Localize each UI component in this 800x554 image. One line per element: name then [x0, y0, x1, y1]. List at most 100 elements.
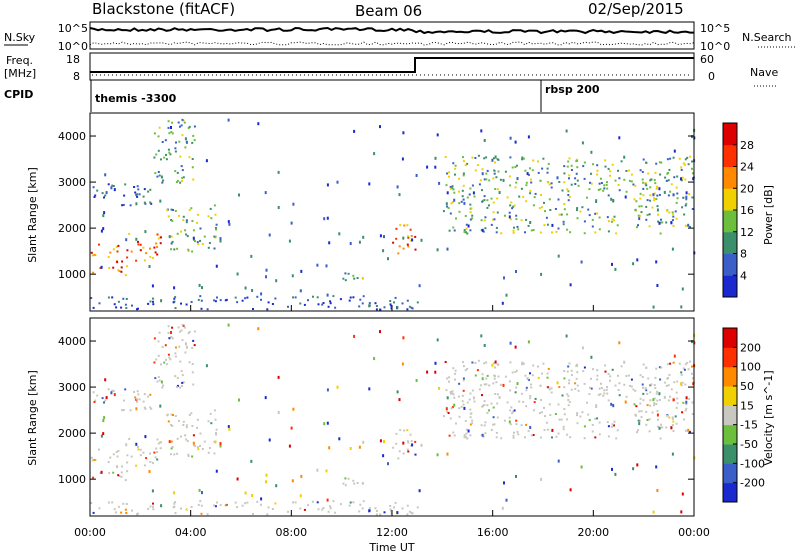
- velocity-cell: [494, 366, 496, 369]
- velocity-cell: [236, 477, 239, 481]
- power-cell: [673, 176, 676, 179]
- power-cell: [486, 199, 489, 202]
- velocity-cell: [596, 417, 599, 420]
- power-cell: [174, 147, 177, 150]
- power-cell: [634, 184, 637, 187]
- power-cell: [175, 141, 177, 144]
- velocity-cell: [581, 411, 584, 414]
- power-cell: [349, 242, 352, 245]
- power-cell: [682, 196, 685, 199]
- power-cell: [649, 194, 652, 197]
- power-cell: [672, 215, 675, 218]
- power-cell: [453, 198, 456, 202]
- power-cell: [154, 251, 157, 254]
- power-cell: [614, 267, 617, 271]
- velocity-cell: [368, 387, 371, 391]
- velocity-cell: [488, 384, 491, 387]
- power-cell: [90, 297, 93, 299]
- velocity-cell: [672, 398, 675, 402]
- power-cell: [336, 180, 339, 184]
- velocity-cell: [650, 383, 653, 386]
- y-tick-label: 2000: [58, 427, 86, 440]
- velocity-cell: [178, 345, 181, 348]
- velocity-cell: [168, 356, 171, 359]
- velocity-cell: [486, 404, 489, 407]
- velocity-cell: [103, 416, 106, 420]
- velocity-cell: [394, 501, 397, 504]
- power-cell: [188, 209, 191, 211]
- power-cell: [294, 296, 297, 299]
- velocity-cell: [546, 428, 549, 431]
- velocity-cell: [604, 370, 607, 373]
- power-cell: [684, 224, 687, 227]
- velocity-cell: [182, 381, 185, 384]
- velocity-cell: [277, 375, 280, 379]
- power-cell: [111, 296, 114, 299]
- velocity-cell: [407, 450, 410, 453]
- velocity-cell: [566, 433, 569, 436]
- power-cell: [153, 246, 156, 249]
- velocity-cell: [673, 354, 676, 358]
- velocity-cell: [458, 415, 461, 418]
- velocity-cell: [136, 400, 139, 403]
- power-cell: [495, 231, 498, 234]
- power-cell: [471, 184, 474, 187]
- power-cell: [137, 188, 140, 191]
- power-cell: [493, 172, 496, 175]
- velocity-cell: [153, 451, 156, 454]
- velocity-cell: [163, 361, 166, 364]
- velocity-cell: [530, 386, 533, 389]
- velocity-cell: [288, 444, 291, 448]
- power-cell: [434, 156, 437, 160]
- velocity-cell: [213, 409, 216, 412]
- velocity-cell: [598, 433, 601, 436]
- power-cell: [645, 218, 648, 221]
- power-cell: [136, 193, 139, 196]
- velocity-cell: [398, 450, 401, 453]
- power-cell: [159, 242, 162, 245]
- velocity-cell: [174, 352, 177, 355]
- power-cell: [177, 214, 180, 217]
- velocity-cell: [94, 399, 97, 402]
- velocity-cell: [383, 511, 386, 514]
- power-cell: [175, 181, 178, 184]
- velocity-cell: [214, 440, 217, 443]
- freq-trace: [90, 57, 694, 73]
- power-cell: [188, 125, 191, 128]
- velocity-cell: [544, 415, 546, 418]
- velocity-cell: [181, 385, 183, 387]
- velocity-cell: [625, 395, 628, 398]
- velocity-cell: [241, 504, 244, 507]
- power-cell: [382, 249, 385, 253]
- power-cell: [458, 210, 461, 213]
- power-cell: [574, 177, 577, 180]
- velocity-cell: [105, 396, 108, 400]
- velocity-cell: [665, 384, 668, 387]
- power-cell: [164, 139, 167, 142]
- power-cell: [525, 181, 528, 184]
- velocity-cell: [352, 479, 355, 482]
- velocity-cell: [497, 375, 500, 378]
- power-cell: [558, 181, 561, 183]
- power-cell: [196, 241, 199, 244]
- power-cell: [208, 242, 211, 244]
- power-cell: [170, 208, 173, 211]
- power-cell: [496, 197, 499, 200]
- velocity-cell: [674, 415, 677, 418]
- velocity-cell: [568, 401, 571, 403]
- power-cell: [617, 169, 619, 172]
- velocity-cell: [615, 437, 618, 440]
- velocity-cell: [213, 452, 216, 455]
- power-cell: [185, 140, 188, 144]
- velocity-cell: [93, 401, 96, 403]
- velocity-cell: [588, 393, 591, 396]
- power-cell: [496, 211, 499, 214]
- nsearch-trace: [89, 41, 695, 46]
- velocity-cell: [181, 374, 184, 377]
- power-cell: [92, 186, 95, 189]
- power-cell: [524, 169, 527, 172]
- velocity-cell: [668, 416, 671, 419]
- velocity-cell: [323, 422, 326, 426]
- power-cell: [327, 305, 330, 308]
